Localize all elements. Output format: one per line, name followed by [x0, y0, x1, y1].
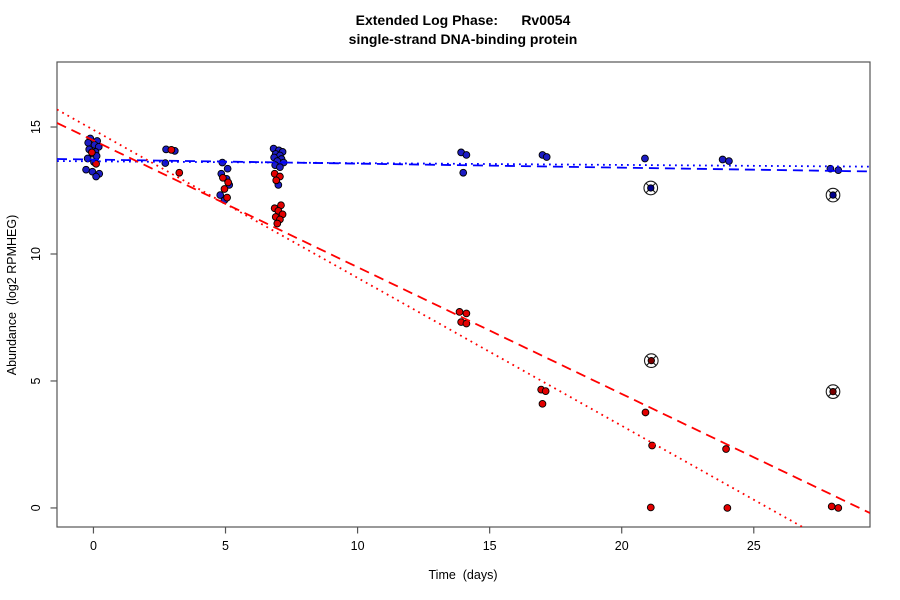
data-point-condition-blue [641, 154, 649, 163]
data-point-condition-blue [718, 155, 727, 164]
data-point-condition-red [538, 399, 547, 408]
data-point-condition-red [541, 387, 550, 395]
data-point-condition-red [223, 193, 231, 202]
data-point-condition-blue [82, 165, 90, 174]
data-point-condition-red [88, 148, 96, 157]
data-point-condition-red [462, 309, 471, 318]
x-tick-label: 0 [90, 539, 97, 553]
data-point-condition-red [646, 503, 655, 512]
data-point-condition-blue [725, 157, 733, 165]
data-point-condition-red [273, 219, 282, 228]
x-tick-label: 10 [351, 539, 365, 553]
data-point-condition-red [827, 502, 836, 511]
flag-ring [825, 384, 841, 399]
chart-title: Extended Log Phase: Rv0054 [355, 12, 571, 28]
y-axis-label: Abundance (log2 RPMHEG) [5, 214, 19, 376]
data-point-condition-blue [276, 163, 284, 171]
data-point-condition-red [723, 504, 732, 512]
data-point-condition-red [175, 168, 184, 177]
data-point-condition-red [722, 445, 730, 453]
data-point-condition-blue [459, 168, 468, 177]
data-point-condition-blue [462, 151, 471, 159]
data-point-condition-blue [216, 191, 225, 199]
data-point-condition-red [455, 308, 464, 316]
x-tick-label: 25 [747, 539, 761, 553]
flagged-point-condition-red [647, 357, 655, 365]
data-point-condition-red [167, 146, 176, 154]
x-tick-label: 5 [222, 539, 229, 553]
data-point-condition-blue [161, 159, 170, 167]
data-point-condition-red [224, 178, 233, 187]
x-axis-label: Time (days) [428, 568, 498, 582]
data-point-condition-blue [84, 138, 93, 147]
data-point-condition-blue [542, 153, 551, 161]
y-tick-label: 15 [29, 120, 43, 134]
condition-blue-trend-longdash [57, 158, 870, 173]
data-point-condition-blue [223, 164, 232, 173]
flagged-point-condition-blue [829, 191, 837, 199]
condition-red-trend-dotted [57, 108, 805, 527]
flagged-point-condition-blue [647, 184, 655, 192]
flag-ring [825, 187, 841, 203]
x-tick-label: 20 [615, 539, 629, 553]
y-tick-label: 10 [29, 247, 43, 261]
flagged-point-condition-red [829, 387, 837, 396]
flag-ring [643, 353, 659, 369]
data-point-condition-red [220, 185, 229, 193]
flag-ring [643, 180, 659, 196]
data-point-condition-blue [834, 166, 843, 175]
data-point-condition-red [219, 173, 227, 182]
y-tick-label: 0 [29, 504, 43, 511]
data-point-condition-red [834, 504, 843, 512]
data-point-condition-red [641, 408, 650, 417]
x-tick-label: 15 [483, 539, 497, 553]
data-point-condition-red [272, 176, 281, 185]
plot-box [56, 61, 871, 528]
chart-subtitle: single-strand DNA-binding protein [348, 31, 578, 47]
y-tick-label: 5 [29, 377, 43, 384]
data-point-condition-blue [92, 172, 100, 181]
condition-red-trend-longdash [57, 122, 870, 514]
